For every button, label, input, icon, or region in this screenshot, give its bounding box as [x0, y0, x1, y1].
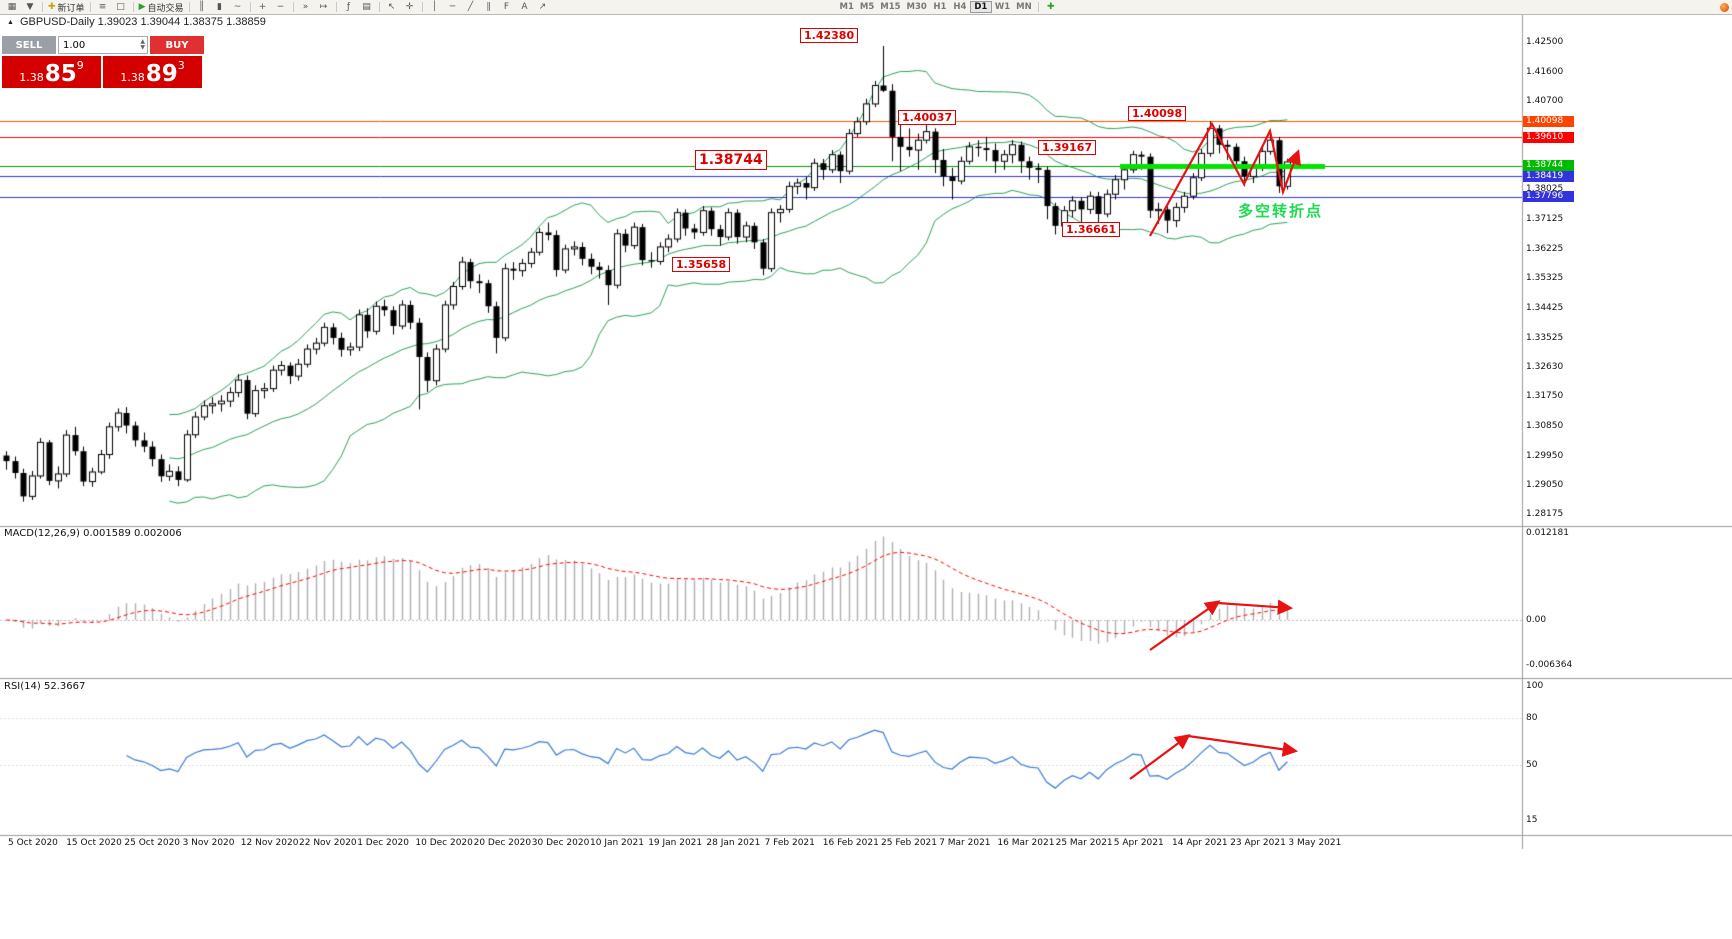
preview-icon: □: [116, 2, 125, 12]
toolbar-separator: [188, 2, 190, 12]
toolbar-button-label: 新订单: [57, 3, 85, 14]
autotrade-icon: ▶: [138, 2, 146, 12]
sell-price-sup: 9: [76, 59, 84, 72]
cursor-icon[interactable]: ↖: [383, 1, 401, 13]
timeframe-h4[interactable]: H4: [953, 2, 967, 12]
volume-spinner-icon[interactable]: ▲ ▼: [140, 38, 145, 51]
timeframe-m15[interactable]: M15: [880, 2, 901, 12]
arrow-tool-icon: ↗: [538, 2, 547, 12]
new-order-icon: ✚: [48, 2, 56, 12]
indicators-icon[interactable]: ƒ: [340, 1, 358, 13]
autotrade-button[interactable]: ▶ 自动交易: [137, 1, 186, 14]
timeframe-w1[interactable]: W1: [994, 2, 1011, 12]
buy-price-tile[interactable]: 1.38 89 3: [103, 56, 202, 88]
crosshair-icon[interactable]: ✛: [401, 1, 419, 13]
line-chart-icon: ~: [233, 2, 242, 12]
volume-field-wrap: ▲▼: [58, 36, 148, 54]
toolbar-separator: [89, 2, 91, 12]
new-chart-icon: ▦: [7, 2, 17, 12]
timeframe-m30[interactable]: M30: [906, 2, 927, 12]
zoom-out-icon[interactable]: −: [272, 1, 290, 13]
community-icon[interactable]: [1720, 2, 1729, 12]
toolbar-separator: [378, 2, 380, 12]
timeframe-mn[interactable]: MN: [1016, 2, 1032, 12]
buy-price-prefix: 1.38: [120, 71, 145, 84]
line-chart-icon[interactable]: ~: [229, 1, 247, 13]
preview-icon[interactable]: □: [112, 1, 130, 13]
text-icon[interactable]: A: [516, 1, 534, 13]
trendline-icon[interactable]: ╱: [462, 1, 480, 13]
templates-icon[interactable]: ▤: [358, 1, 376, 13]
fibonacci-icon[interactable]: F: [498, 1, 516, 13]
templates-icon: ▤: [362, 2, 371, 12]
zoom-in-icon: +: [258, 2, 267, 12]
timeframe-h1[interactable]: H1: [933, 2, 947, 12]
profiles-icon[interactable]: ▼: [21, 1, 39, 13]
cursor-icon: ↖: [387, 2, 396, 12]
bar-chart-icon: ║: [198, 2, 205, 12]
toolbar-button-label: 自动交易: [147, 3, 184, 14]
text-icon: A: [521, 2, 528, 12]
sell-price-tile[interactable]: 1.38 85 9: [2, 56, 101, 88]
timeframe-m5[interactable]: M5: [859, 2, 875, 12]
zoom-out-icon: −: [276, 2, 285, 12]
print-icon[interactable]: ≡: [94, 1, 112, 13]
candle-chart-icon[interactable]: ▮: [211, 1, 229, 13]
buy-price-main: 89: [145, 61, 178, 87]
toolbar-separator: [42, 2, 43, 12]
indicators-icon: ƒ: [346, 2, 351, 12]
crosshair-icon: ✛: [405, 2, 414, 12]
channel-icon: ∥: [486, 2, 491, 12]
toolbar-separator: [421, 2, 423, 12]
zoom-in-icon[interactable]: +: [254, 1, 272, 13]
toolbar-separator: [132, 2, 134, 12]
arrow-tool-icon[interactable]: ↗: [534, 1, 552, 13]
chart-shift-icon[interactable]: ↦: [315, 1, 333, 13]
new-chart-icon[interactable]: ▦: [3, 1, 21, 13]
print-icon: ≡: [98, 2, 107, 12]
sell-price-main: 85: [44, 61, 77, 87]
timeframe-d1[interactable]: D1: [969, 1, 992, 13]
toolbar-separator: [292, 2, 294, 12]
toolbar-separator: [335, 2, 337, 12]
buy-price-sup: 3: [177, 59, 185, 72]
candle-chart-icon: ▮: [217, 2, 222, 12]
hline-icon[interactable]: ─: [444, 1, 462, 13]
one-click-trade-panel: SELL ▲▼ BUY 1.38 85 9 1.38 89 3: [2, 36, 204, 88]
new-order-button[interactable]: ✚ 新订单: [46, 1, 87, 14]
vline-icon: │: [431, 2, 438, 12]
vline-icon[interactable]: │: [426, 1, 444, 13]
volume-input[interactable]: [59, 38, 127, 52]
trendline-icon: ╱: [467, 2, 474, 12]
auto-scroll-icon[interactable]: »: [297, 1, 315, 13]
sell-button[interactable]: SELL: [2, 36, 56, 54]
timeframe-m1[interactable]: M1: [839, 2, 854, 12]
profiles-icon: ▼: [26, 2, 34, 12]
sell-price-prefix: 1.38: [19, 71, 44, 84]
bar-chart-icon[interactable]: ║: [193, 1, 211, 13]
fibonacci-icon: F: [503, 2, 510, 12]
toolbar: ▦ ▼ ✚ 新订单 ≡ □ ▶ 自动交易 ║ ▮ ~ + −» ↦ ƒ ▤ ↖ ✛ │ ─ ╱ ∥ F A ↗ M1 M5 M15 M3…: [0, 0, 1732, 15]
channel-icon[interactable]: ∥: [480, 1, 498, 13]
buy-button[interactable]: BUY: [150, 36, 204, 54]
toolbar-separator: [249, 2, 251, 12]
hline-icon: ─: [449, 2, 456, 12]
toolbar-separator: [1037, 2, 1039, 12]
chart-shift-icon: ↦: [319, 2, 328, 12]
auto-scroll-icon: »: [302, 2, 309, 12]
add-indicator-icon[interactable]: ✚: [1046, 2, 1055, 12]
